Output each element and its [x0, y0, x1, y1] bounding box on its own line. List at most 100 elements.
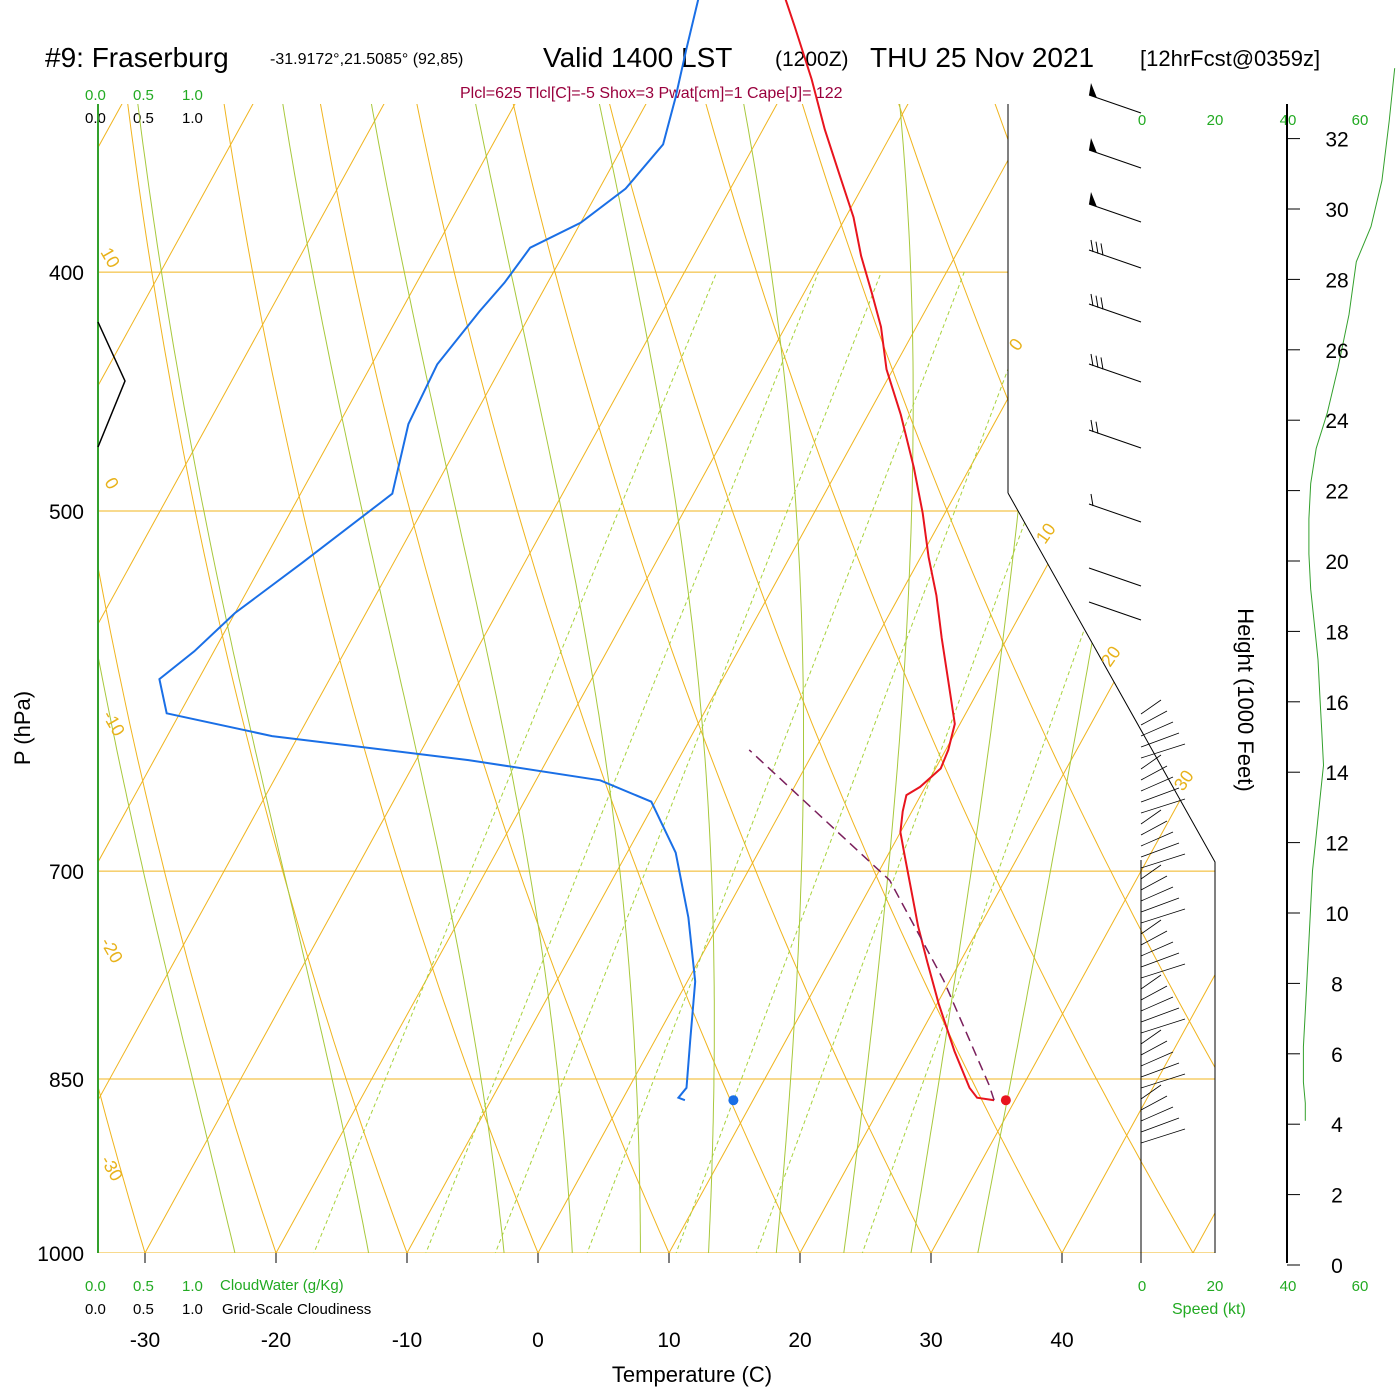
x-tick-label: 0	[532, 1329, 544, 1352]
wind-barb	[1088, 353, 1142, 383]
speed-profile-line	[1302, 68, 1396, 1121]
low-wind-barb	[1140, 710, 1168, 726]
dry-adiabat	[527, 104, 1092, 1253]
mixing-ratio-line	[570, 271, 965, 1253]
low-wind-barb	[1140, 699, 1162, 715]
height-tick-label: 0	[1331, 1255, 1343, 1278]
dry-adiabat	[788, 104, 1215, 1253]
dry-adiabat	[178, 104, 561, 1253]
moist-adiabat	[102, 104, 379, 1253]
speed-tick-top-0: 0	[1138, 112, 1146, 129]
height-tick-label: 22	[1325, 481, 1348, 504]
low-wind-barb	[1140, 985, 1168, 1001]
low-wind-barb	[1140, 886, 1174, 902]
mixing-ratio-label: 5	[562, 1266, 580, 1285]
low-wind-barb	[1140, 897, 1180, 913]
moist-adiabat	[901, 104, 1051, 1253]
isotherm-line	[144, 104, 962, 1253]
right-slant-line	[1007, 492, 1216, 1253]
surface-dewpoint-dot	[728, 1095, 739, 1106]
low-wind-barb	[1140, 743, 1186, 759]
cloud-green-2-b: 1.0	[182, 1278, 203, 1295]
cloud-green-2: 1.0	[182, 87, 203, 104]
mixing-ratio-label: 12	[732, 1260, 757, 1285]
low-wind-barb	[1140, 1084, 1162, 1100]
cloudiness-trace	[97, 321, 126, 448]
station-title: #9: Fraserburg	[45, 42, 229, 73]
x-tick-label: -30	[130, 1329, 160, 1352]
x-tick-label: 30	[919, 1329, 942, 1352]
wind-barb	[1088, 419, 1142, 449]
cloud-scale-top: 0.0 0.5 1.0 0.0 0.5 1.0	[85, 87, 203, 127]
isotherm-line	[0, 0, 44, 1253]
parcel-line	[748, 749, 995, 1101]
cloudiness-label: Grid-Scale Cloudiness	[222, 1301, 371, 1318]
mixing-ratio-line	[296, 271, 718, 1253]
low-wind-barb	[1140, 798, 1186, 814]
p-tick-label: 850	[49, 1069, 84, 1092]
low-wind-barb	[1140, 941, 1174, 957]
isotherm-line	[406, 104, 1215, 1253]
isotherm-line	[1192, 104, 1215, 1253]
low-wind-barb	[1140, 952, 1180, 968]
height-tick-label: 16	[1325, 692, 1348, 715]
height-tick-label: 2	[1331, 1185, 1343, 1208]
x-tick-label: 10	[657, 1329, 680, 1352]
low-wind-barb	[1140, 996, 1174, 1012]
height-tick-label: 12	[1325, 833, 1348, 856]
isotherm-line	[537, 104, 1215, 1253]
dry-adiabat	[98, 104, 162, 1253]
height-tick-label: 20	[1325, 551, 1348, 574]
low-wind-barb	[1140, 908, 1186, 924]
speed-axis: 0 20 40 60 0 20 40 60 Speed (kt)	[1138, 112, 1369, 1318]
sounding-series	[158, 0, 1011, 1106]
dewpoint-line	[158, 0, 700, 1102]
speed-tick-top-3: 60	[1352, 112, 1369, 129]
cloud-black-1-b: 0.5	[133, 1301, 154, 1318]
cloud-scale-bottom: 0.0 0.5 1.0 CloudWater (g/Kg) 0.0 0.5 1.…	[85, 1277, 371, 1318]
x-tick-label: 20	[788, 1329, 811, 1352]
speed-tick-top-1: 20	[1207, 112, 1224, 129]
isotherm-label: -10	[99, 707, 129, 740]
speed-axis-label: Speed (kt)	[1172, 1301, 1246, 1318]
cloud-black-1: 0.5	[133, 110, 154, 127]
low-wind-barb	[1140, 875, 1168, 891]
mixing-ratio-label: 2	[401, 1266, 419, 1285]
dry-adiabat	[98, 104, 428, 1253]
mixing-ratio-line	[846, 271, 1212, 1253]
station-coords: -31.9172°,21.5085° (92,85)	[270, 51, 463, 68]
isotherm-line	[1061, 104, 1215, 1253]
wind-barb	[1088, 493, 1142, 523]
cloud-green-0: 0.0	[85, 87, 106, 104]
x-tick-label: -10	[392, 1329, 422, 1352]
dry-adiabat	[265, 104, 693, 1253]
p-tick-label: 1000	[37, 1243, 84, 1266]
cloud-green-1: 0.5	[133, 87, 154, 104]
low-wind-barb	[1140, 809, 1162, 825]
moist-adiabat	[314, 104, 576, 1253]
low-wind-barb	[1140, 732, 1180, 748]
low-wind-barb	[1140, 1062, 1180, 1078]
axis-ticks: -30-20-100102030402503004005007008501000…	[37, 129, 1349, 1352]
dry-adiabat	[0, 0, 28, 1305]
temperature-line	[784, 0, 995, 1102]
low-wind-barb	[1140, 864, 1162, 880]
low-wind-barb	[1140, 919, 1162, 935]
dry-adiabat	[98, 104, 295, 1253]
height-tick-label: 32	[1325, 129, 1348, 152]
isotherm-label: 20	[1097, 642, 1125, 670]
dry-adiabat	[352, 104, 826, 1253]
plot-grid: 1 2 3 5 8 12 20	[0, 0, 1215, 1305]
wind-barb	[1088, 293, 1142, 323]
isotherm-line	[930, 104, 1215, 1253]
surface-temperature-dot	[1000, 1095, 1011, 1106]
isotherm-line	[98, 104, 700, 1253]
grid-clipped: 1 2 3 5 8 12 20	[0, 0, 1215, 1305]
isotherm-line	[98, 104, 831, 1253]
low-wind-barb	[1140, 1029, 1162, 1045]
height-tick-label: 8	[1331, 973, 1343, 996]
height-tick-label: 6	[1331, 1044, 1343, 1067]
mixing-ratio-label: 3	[470, 1266, 488, 1285]
isotherm-label: -30	[97, 1152, 127, 1185]
